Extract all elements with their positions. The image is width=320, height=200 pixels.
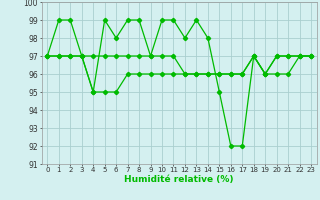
X-axis label: Humidité relative (%): Humidité relative (%) bbox=[124, 175, 234, 184]
